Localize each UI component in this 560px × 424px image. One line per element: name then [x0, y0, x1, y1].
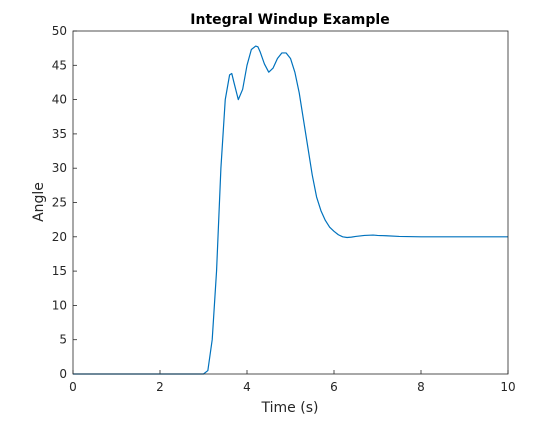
- y-tick-label: 15: [52, 264, 67, 278]
- y-tick-label: 25: [52, 196, 67, 210]
- y-tick-label: 0: [59, 367, 67, 381]
- ticks-layer: 0 2 4 6 8 10 0 5 10 15 20 25 30 35 40 45 50: [52, 24, 516, 394]
- x-tick-label: 4: [243, 380, 251, 394]
- plot-area: [73, 31, 508, 374]
- y-tick-label: 30: [52, 161, 67, 175]
- y-tick-label: 20: [52, 230, 67, 244]
- y-tick-label: 10: [52, 298, 67, 312]
- axes-box: [72, 30, 509, 375]
- x-tick-label: 8: [417, 380, 425, 394]
- chart-title: Integral Windup Example: [190, 12, 389, 28]
- y-tick-label: 40: [52, 93, 67, 107]
- y-tick-label: 50: [52, 24, 67, 38]
- x-tick-label: 2: [156, 380, 164, 394]
- y-axis-label: Angle: [31, 182, 47, 222]
- series-line: [73, 45, 508, 375]
- y-tick-label: 35: [52, 127, 67, 141]
- x-tick-label: 0: [69, 380, 77, 394]
- x-tick-label: 6: [330, 380, 338, 394]
- x-axis-label: Time (s): [261, 400, 319, 416]
- y-tick-label: 5: [59, 333, 67, 347]
- y-tick-label: 45: [52, 58, 67, 72]
- x-tick-label: 10: [500, 380, 515, 394]
